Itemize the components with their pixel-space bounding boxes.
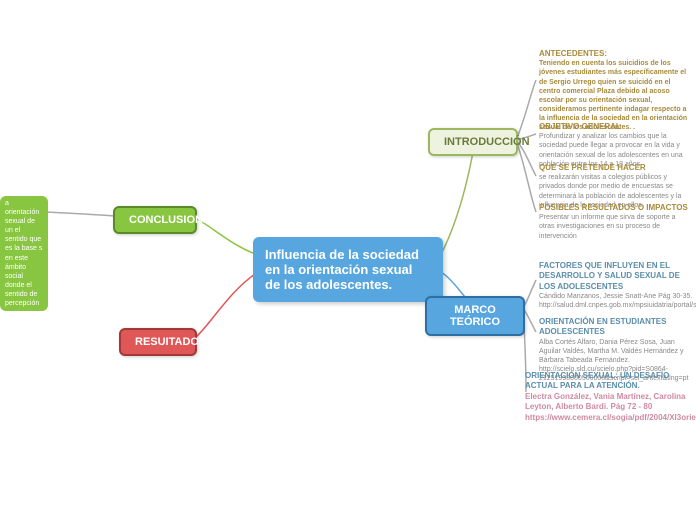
branch-conclusiones[interactable]: CONCLUSIONES [113, 206, 197, 234]
leaf-7: a orientación sexual de un el sentido qu… [0, 196, 48, 311]
leaf-3: POSIBLES RESULTADOS O IMPACTOSPresentar … [534, 200, 696, 244]
branch-marcoteorico[interactable]: MARCO TEÓRICO [425, 296, 525, 336]
leaf-4: FACTORES QUE INFLUYEN EN EL DESARROLLO Y… [534, 258, 696, 313]
branch-introduccion[interactable]: INTRODUCCIÓN [428, 128, 518, 156]
leaf-title: QUE SE PRETENDE HACER [539, 163, 693, 173]
center-text: Influencia de la sociedad en la orientac… [265, 247, 419, 292]
leaf-title: ORIENTACIÓN SEXUAL: UN DESAFÍO ACTUAL PA… [525, 371, 693, 392]
leaf-text: Cándido Manzanos, Jessie Snatt-Ane Pág 3… [539, 292, 693, 310]
leaf-6: ORIENTACIÓN SEXUAL: UN DESAFÍO ACTUAL PA… [520, 368, 696, 426]
leaf-title: ORIENTACIÓN EN ESTUDIANTES ADOLESCENTES [539, 317, 693, 338]
leaf-text: a orientación sexual de un el sentido qu… [5, 199, 43, 308]
leaf-title: ANTECEDENTES: [539, 49, 693, 59]
branch-resultados[interactable]: RESUITADOS [119, 328, 197, 356]
leaf-title: OBJETIVO GENERAL [539, 122, 693, 132]
center-node[interactable]: Influencia de la sociedad en la orientac… [253, 237, 443, 302]
leaf-title: POSIBLES RESULTADOS O IMPACTOS [539, 203, 693, 213]
leaf-title: FACTORES QUE INFLUYEN EN EL DESARROLLO Y… [539, 261, 693, 292]
leaf-text: Presentar un informe que sirva de soport… [539, 213, 693, 240]
leaf-text: Electra González, Vania Martínez, Caroli… [525, 392, 693, 423]
